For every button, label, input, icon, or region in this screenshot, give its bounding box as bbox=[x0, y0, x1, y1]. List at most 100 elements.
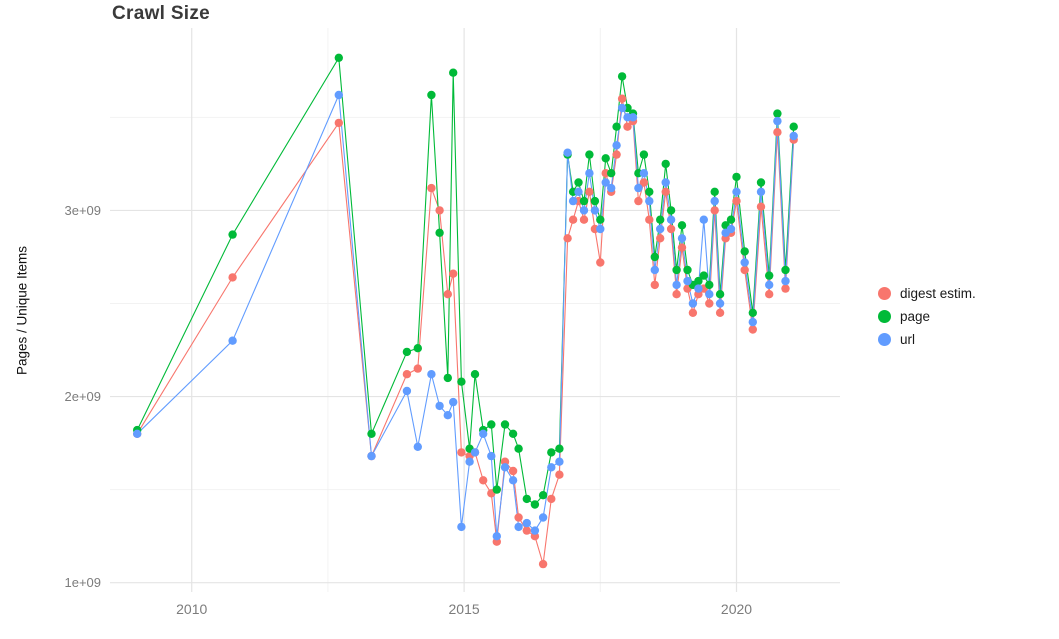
data-point bbox=[623, 122, 632, 131]
data-point bbox=[715, 308, 725, 317]
data-point bbox=[228, 230, 237, 239]
data-point bbox=[508, 476, 518, 485]
data-point bbox=[650, 265, 659, 275]
data-point bbox=[596, 215, 605, 224]
data-point bbox=[538, 513, 548, 522]
data-point bbox=[789, 131, 798, 141]
y-tick-label: 3e+09 bbox=[64, 203, 101, 218]
data-point bbox=[402, 370, 412, 379]
data-point bbox=[773, 128, 782, 137]
data-point bbox=[596, 258, 605, 267]
data-point bbox=[585, 169, 594, 178]
data-point bbox=[607, 183, 616, 193]
data-point bbox=[726, 224, 736, 234]
data-point bbox=[710, 187, 719, 196]
data-point bbox=[765, 290, 774, 299]
data-point bbox=[514, 444, 523, 453]
data-point bbox=[740, 258, 749, 267]
legend-label-url: url bbox=[900, 332, 916, 347]
data-point bbox=[617, 94, 627, 103]
data-point bbox=[487, 451, 496, 461]
data-point bbox=[645, 187, 654, 196]
data-point bbox=[781, 284, 790, 293]
data-point bbox=[555, 470, 564, 479]
data-point bbox=[688, 308, 698, 317]
data-point bbox=[773, 109, 782, 118]
legend-item-page: page bbox=[878, 309, 976, 324]
legend-swatch bbox=[878, 310, 891, 323]
data-point bbox=[666, 215, 676, 224]
data-point bbox=[639, 150, 649, 159]
data-point bbox=[500, 420, 510, 429]
data-point bbox=[443, 411, 452, 420]
legend: digest estim. page url bbox=[878, 286, 976, 355]
data-point bbox=[683, 265, 692, 275]
data-point bbox=[666, 206, 676, 215]
data-point bbox=[628, 113, 638, 122]
data-point bbox=[748, 325, 757, 334]
data-point bbox=[574, 178, 583, 187]
data-point bbox=[756, 178, 766, 187]
data-point bbox=[699, 215, 708, 224]
data-point bbox=[367, 429, 376, 438]
data-point bbox=[715, 290, 725, 299]
data-point bbox=[522, 518, 531, 528]
data-point bbox=[773, 116, 782, 126]
data-point bbox=[748, 317, 757, 327]
data-point bbox=[538, 491, 548, 500]
x-tick-label: 2015 bbox=[449, 601, 480, 617]
data-point bbox=[427, 183, 436, 193]
data-point bbox=[740, 265, 749, 275]
data-point bbox=[514, 522, 523, 532]
data-point bbox=[710, 206, 719, 215]
data-point bbox=[612, 141, 621, 150]
data-point bbox=[457, 522, 466, 532]
data-point bbox=[590, 206, 600, 215]
data-point bbox=[334, 118, 343, 128]
data-point bbox=[530, 500, 540, 509]
data-point bbox=[435, 228, 444, 237]
data-point bbox=[522, 494, 531, 504]
data-point bbox=[639, 178, 649, 187]
data-point bbox=[607, 169, 616, 178]
data-point bbox=[705, 290, 714, 299]
data-point bbox=[555, 444, 564, 453]
data-point bbox=[574, 187, 583, 196]
data-point bbox=[538, 559, 548, 569]
legend-swatch bbox=[878, 287, 891, 300]
data-point bbox=[612, 122, 621, 131]
data-point bbox=[726, 215, 736, 224]
data-point bbox=[579, 215, 589, 224]
data-point bbox=[449, 269, 458, 278]
data-point bbox=[639, 169, 649, 178]
data-point bbox=[413, 442, 422, 451]
data-point bbox=[579, 196, 589, 206]
x-tick-label: 2010 bbox=[176, 601, 207, 617]
data-point bbox=[756, 187, 766, 196]
data-point bbox=[765, 280, 774, 290]
data-point bbox=[470, 448, 480, 457]
data-point bbox=[672, 265, 681, 275]
data-point bbox=[547, 463, 556, 472]
data-point bbox=[617, 72, 627, 81]
data-point bbox=[435, 206, 444, 215]
y-tick-label: 1e+09 bbox=[64, 575, 101, 590]
data-point bbox=[563, 148, 572, 157]
data-point bbox=[228, 273, 237, 282]
data-point bbox=[661, 159, 670, 169]
data-point bbox=[133, 429, 142, 438]
y-axis-title: Pages / Unique Items bbox=[14, 245, 30, 376]
data-point bbox=[699, 271, 708, 280]
data-point bbox=[781, 276, 790, 286]
data-point bbox=[634, 196, 643, 206]
data-point bbox=[522, 526, 531, 535]
data-point bbox=[508, 429, 518, 438]
data-point bbox=[650, 280, 659, 290]
data-point bbox=[479, 476, 488, 485]
data-point bbox=[705, 299, 714, 308]
data-point bbox=[492, 485, 501, 494]
legend-item-url: url bbox=[878, 332, 976, 347]
data-point bbox=[579, 206, 589, 215]
legend-label-page: page bbox=[900, 309, 931, 324]
